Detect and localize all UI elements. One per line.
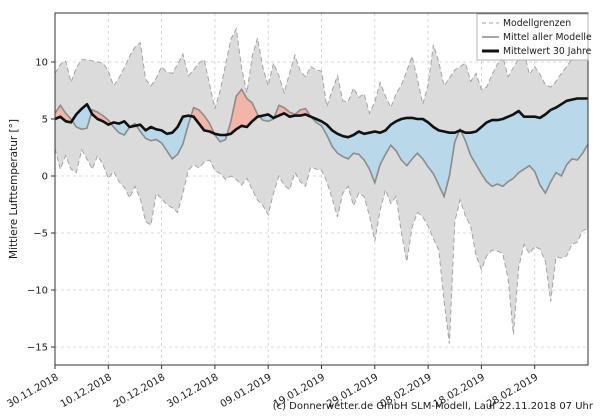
legend-entry-label: Mittelwert 30 Jahre (503, 46, 592, 57)
y-tick-label: −10 (27, 286, 48, 297)
x-tick-label: 09.01.2019 (219, 372, 274, 410)
model-bounds-band (55, 28, 588, 344)
y-tick-label: 10 (35, 58, 48, 69)
model-mean-line (55, 87, 588, 199)
axes (51, 12, 589, 369)
y-tick-label: −5 (33, 229, 48, 240)
y-tick-label: −15 (27, 343, 48, 354)
legend-entry-label: Modellgrenzen (503, 18, 571, 29)
y-tick-label: 0 (42, 172, 48, 183)
x-tick-label: 20.12.2018 (112, 372, 167, 410)
legend-entry-label: Mittel aller Modelle (503, 32, 592, 43)
band-min-line (55, 148, 588, 344)
band-max-line (55, 27, 588, 115)
legend: Modellgrenzen Mittel aller Modelle Mittelw… (476, 13, 592, 61)
climate-mean-line (55, 97, 588, 139)
y-tick-label: 5 (42, 115, 48, 126)
y-axis-label: Mittlere Lufttemperatur [°] (8, 119, 20, 259)
copyright-caption: (c) Donnerwetter.de GmbH SLM-Modell, Lau… (273, 401, 594, 412)
x-tick-label: 10.12.2018 (59, 372, 114, 410)
x-tick-label: 30.11.2018 (5, 372, 60, 410)
x-tick-label: 30.12.2018 (165, 372, 220, 410)
plot-area (55, 27, 588, 344)
